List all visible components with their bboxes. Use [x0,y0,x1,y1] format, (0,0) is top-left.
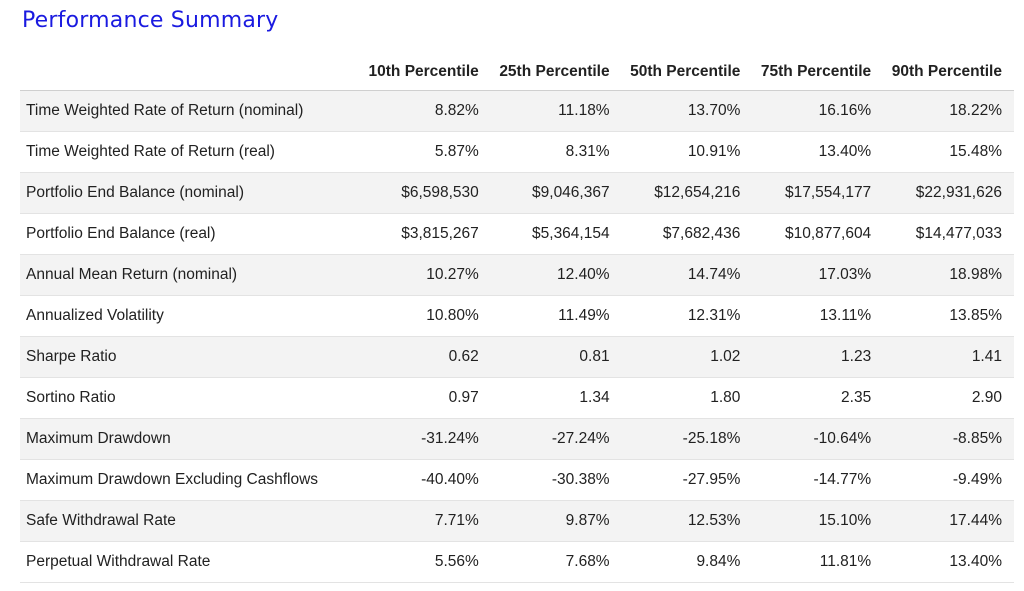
performance-summary-table: 10th Percentile 25th Percentile 50th Per… [20,54,1014,583]
cell-90th-percentile: 18.98% [883,254,1014,296]
cell-75th-percentile: 16.16% [752,90,884,132]
cell-50th-percentile: -27.95% [621,459,753,501]
table-row: Sharpe Ratio 0.62 0.81 1.02 1.23 1.41 [20,336,1014,378]
cell-50th-percentile: 9.84% [621,541,753,583]
cell-50th-percentile: 1.02 [621,336,753,378]
cell-75th-percentile: 11.81% [752,541,884,583]
cell-25th-percentile: 8.31% [490,131,622,173]
cell-25th-percentile: 9.87% [490,500,622,542]
cell-75th-percentile: 1.23 [752,336,884,378]
cell-90th-percentile: 17.44% [883,500,1014,542]
cell-75th-percentile: 2.35 [752,377,884,419]
column-header-10th-percentile: 10th Percentile [360,54,491,91]
cell-75th-percentile: $10,877,604 [752,213,884,255]
cell-90th-percentile: 2.90 [883,377,1014,419]
cell-25th-percentile: -30.38% [490,459,622,501]
cell-10th-percentile: $6,598,530 [360,172,491,214]
cell-25th-percentile: 12.40% [490,254,622,296]
cell-50th-percentile: -25.18% [621,418,753,460]
cell-10th-percentile: $3,815,267 [360,213,491,255]
cell-90th-percentile: 15.48% [883,131,1014,173]
cell-10th-percentile: 8.82% [360,90,491,132]
table-row: Portfolio End Balance (nominal) $6,598,53… [20,172,1014,214]
table-header-row: 10th Percentile 25th Percentile 50th Per… [20,54,1014,91]
cell-25th-percentile: $9,046,367 [490,172,622,214]
cell-10th-percentile: -40.40% [360,459,491,501]
cell-90th-percentile: $22,931,626 [883,172,1014,214]
cell-25th-percentile: 0.81 [490,336,622,378]
table-row: Time Weighted Rate of Return (real) 5.87%… [20,131,1014,173]
row-label: Time Weighted Rate of Return (nominal) [20,90,360,132]
column-header-50th-percentile: 50th Percentile [621,54,753,91]
row-label: Maximum Drawdown [20,418,360,460]
cell-10th-percentile: 10.80% [360,295,491,337]
cell-25th-percentile: -27.24% [490,418,622,460]
cell-90th-percentile: 13.85% [883,295,1014,337]
cell-50th-percentile: 10.91% [621,131,753,173]
table-row: Annualized Volatility 10.80% 11.49% 12.31% 1… [20,295,1014,337]
cell-10th-percentile: 0.62 [360,336,491,378]
cell-50th-percentile: $7,682,436 [621,213,753,255]
cell-90th-percentile: -9.49% [883,459,1014,501]
column-header-90th-percentile: 90th Percentile [883,54,1014,91]
cell-90th-percentile: 13.40% [883,541,1014,583]
row-label: Sharpe Ratio [20,336,360,378]
table-row: Perpetual Withdrawal Rate 5.56% 7.68% 9.84%… [20,541,1014,583]
table-row: Maximum Drawdown -31.24% -27.24% -25.18% -10… [20,418,1014,460]
cell-25th-percentile: 7.68% [490,541,622,583]
cell-25th-percentile: $5,364,154 [490,213,622,255]
table-row: Maximum Drawdown Excluding Cashflows -40.… [20,459,1014,501]
cell-75th-percentile: 13.40% [752,131,884,173]
cell-75th-percentile: -10.64% [752,418,884,460]
cell-50th-percentile: 1.80 [621,377,753,419]
cell-50th-percentile: 13.70% [621,90,753,132]
table-row: Sortino Ratio 0.97 1.34 1.80 2.35 2.90 [20,377,1014,419]
row-label: Time Weighted Rate of Return (real) [20,131,360,173]
row-label: Safe Withdrawal Rate [20,500,360,542]
column-header-25th-percentile: 25th Percentile [490,54,622,91]
cell-90th-percentile: $14,477,033 [883,213,1014,255]
cell-25th-percentile: 11.18% [490,90,622,132]
cell-50th-percentile: 14.74% [621,254,753,296]
cell-90th-percentile: 1.41 [883,336,1014,378]
cell-10th-percentile: 5.56% [360,541,491,583]
page-title: Performance Summary [22,8,279,33]
cell-75th-percentile: 15.10% [752,500,884,542]
row-label: Maximum Drawdown Excluding Cashflows [20,459,360,501]
row-label: Portfolio End Balance (real) [20,213,360,255]
cell-10th-percentile: 0.97 [360,377,491,419]
column-header-75th-percentile: 75th Percentile [752,54,884,91]
cell-25th-percentile: 11.49% [490,295,622,337]
row-label: Annualized Volatility [20,295,360,337]
table-row: Annual Mean Return (nominal) 10.27% 12.40%… [20,254,1014,296]
cell-25th-percentile: 1.34 [490,377,622,419]
cell-50th-percentile: 12.53% [621,500,753,542]
column-header-metric [20,54,360,91]
table-row: Portfolio End Balance (real) $3,815,267 $5… [20,213,1014,255]
cell-10th-percentile: 7.71% [360,500,491,542]
cell-50th-percentile: 12.31% [621,295,753,337]
cell-90th-percentile: 18.22% [883,90,1014,132]
cell-75th-percentile: 13.11% [752,295,884,337]
cell-10th-percentile: 10.27% [360,254,491,296]
table-row: Time Weighted Rate of Return (nominal) 8.… [20,90,1014,132]
cell-10th-percentile: 5.87% [360,131,491,173]
cell-75th-percentile: $17,554,177 [752,172,884,214]
row-label: Annual Mean Return (nominal) [20,254,360,296]
table-row: Safe Withdrawal Rate 7.71% 9.87% 12.53% 15.1… [20,500,1014,542]
table-body: Time Weighted Rate of Return (nominal) 8.… [20,90,1014,583]
cell-75th-percentile: -14.77% [752,459,884,501]
row-label: Perpetual Withdrawal Rate [20,541,360,583]
row-label: Sortino Ratio [20,377,360,419]
cell-50th-percentile: $12,654,216 [621,172,753,214]
cell-75th-percentile: 17.03% [752,254,884,296]
cell-10th-percentile: -31.24% [360,418,491,460]
row-label: Portfolio End Balance (nominal) [20,172,360,214]
cell-90th-percentile: -8.85% [883,418,1014,460]
